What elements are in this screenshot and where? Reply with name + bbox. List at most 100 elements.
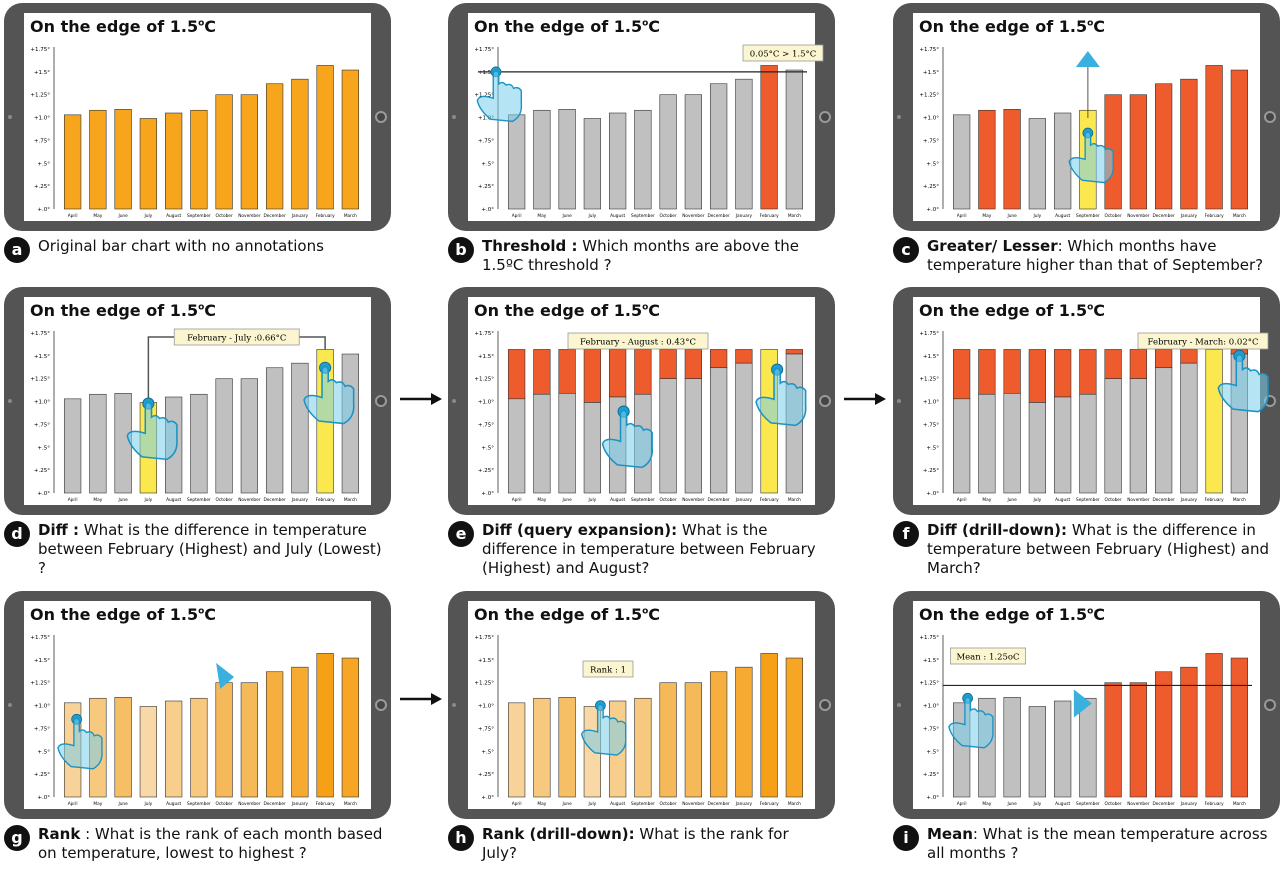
bar-january[interactable]: [291, 362, 309, 494]
bar-april[interactable]: [952, 398, 971, 494]
bar-august[interactable]: [1053, 112, 1072, 210]
bar-october[interactable]: [1104, 378, 1122, 494]
bar-november[interactable]: [1129, 378, 1148, 494]
bar-january[interactable]: [1180, 78, 1198, 210]
bar-july[interactable]: [583, 402, 602, 494]
bar-march[interactable]: [1230, 657, 1249, 798]
bar-february[interactable]: [760, 65, 778, 210]
bar-october[interactable]: [215, 378, 233, 494]
bar-june[interactable]: [1003, 393, 1021, 494]
bar-december[interactable]: [1154, 83, 1173, 210]
bar-april[interactable]: [507, 702, 526, 798]
bar-march[interactable]: [785, 657, 804, 798]
bar-february[interactable]: [1205, 653, 1223, 798]
bar-march[interactable]: [341, 657, 360, 798]
bar-december[interactable]: [709, 83, 728, 210]
bar-november[interactable]: [684, 682, 703, 798]
bar-october[interactable]: [659, 94, 677, 210]
bar-january[interactable]: [291, 666, 309, 798]
bar-may[interactable]: [978, 393, 996, 494]
bar-january[interactable]: [1180, 666, 1198, 798]
bar-september[interactable]: [1079, 697, 1097, 798]
y-tick-label: +1.75°: [474, 47, 494, 53]
bar-july[interactable]: [139, 706, 158, 798]
bar-february[interactable]: [1205, 65, 1223, 210]
bar-december[interactable]: [265, 367, 284, 494]
bar-july[interactable]: [1028, 706, 1047, 798]
bar-october[interactable]: [659, 682, 677, 798]
bar-march[interactable]: [785, 69, 804, 210]
mean-annotation: Mean : 1.25oC: [956, 653, 1019, 663]
bar-august[interactable]: [164, 700, 183, 798]
bar-april[interactable]: [63, 114, 82, 210]
bar-october[interactable]: [215, 682, 233, 798]
bar-november[interactable]: [1129, 682, 1148, 798]
bar-december[interactable]: [1154, 367, 1173, 494]
bar-june[interactable]: [1003, 697, 1021, 798]
bar-december[interactable]: [265, 671, 284, 798]
bar-july[interactable]: [1028, 118, 1047, 210]
bar-may[interactable]: [978, 109, 996, 210]
tablet-home-button: [1264, 699, 1276, 711]
caption-a: Original bar chart with no annotations: [38, 237, 383, 256]
bar-april[interactable]: [63, 398, 82, 494]
bar-august[interactable]: [608, 112, 627, 210]
bar-november[interactable]: [684, 94, 703, 210]
bar-june[interactable]: [558, 109, 576, 210]
bar-september[interactable]: [190, 393, 208, 494]
y-tick-label: +1.0°: [923, 704, 939, 710]
bar-february[interactable]: [1205, 349, 1223, 494]
bar-february[interactable]: [760, 653, 778, 798]
bar-november[interactable]: [1129, 94, 1148, 210]
x-tick-label: March: [344, 213, 357, 219]
bar-april[interactable]: [507, 114, 526, 210]
bar-july[interactable]: [1028, 402, 1047, 494]
bar-may[interactable]: [533, 697, 551, 798]
bar-september[interactable]: [634, 109, 652, 210]
caption-question: Which months are above the 1.5ºC thresho…: [482, 237, 799, 274]
bar-july[interactable]: [139, 118, 158, 210]
bar-january[interactable]: [735, 362, 753, 494]
bar-march[interactable]: [341, 69, 360, 210]
y-tick-label: +1.75°: [474, 635, 494, 641]
bar-may[interactable]: [533, 393, 551, 494]
bar-september[interactable]: [634, 697, 652, 798]
bar-december[interactable]: [709, 671, 728, 798]
bar-april[interactable]: [507, 398, 526, 494]
bar-march[interactable]: [1230, 69, 1249, 210]
bar-october[interactable]: [659, 378, 677, 494]
bar-december[interactable]: [265, 83, 284, 210]
bar-april[interactable]: [952, 114, 971, 210]
bar-august[interactable]: [1053, 700, 1072, 798]
bar-june[interactable]: [114, 393, 132, 494]
bar-september[interactable]: [1079, 393, 1097, 494]
bar-november[interactable]: [240, 94, 259, 210]
bar-january[interactable]: [1180, 362, 1198, 494]
bar-november[interactable]: [240, 682, 259, 798]
bar-may[interactable]: [89, 109, 107, 210]
bar-june[interactable]: [114, 109, 132, 210]
bar-november[interactable]: [240, 378, 259, 494]
bar-january[interactable]: [735, 78, 753, 210]
bar-may[interactable]: [89, 393, 107, 494]
bar-october[interactable]: [1104, 682, 1122, 798]
bar-may[interactable]: [533, 109, 551, 210]
bar-january[interactable]: [735, 666, 753, 798]
bar-december[interactable]: [1154, 671, 1173, 798]
tablet-panel-g: On the edge of 1.5oC +.0° +.25° +.5° +.75° +1…: [4, 591, 391, 819]
bar-february[interactable]: [316, 653, 334, 798]
bar-june[interactable]: [114, 697, 132, 798]
bar-june[interactable]: [558, 697, 576, 798]
bar-january[interactable]: [291, 78, 309, 210]
bar-august[interactable]: [1053, 396, 1072, 494]
bar-december[interactable]: [709, 367, 728, 494]
bar-september[interactable]: [190, 109, 208, 210]
bar-july[interactable]: [583, 118, 602, 210]
bar-june[interactable]: [1003, 109, 1021, 210]
bar-february[interactable]: [316, 65, 334, 210]
bar-october[interactable]: [215, 94, 233, 210]
bar-august[interactable]: [164, 112, 183, 210]
bar-june[interactable]: [558, 393, 576, 494]
bar-september[interactable]: [190, 697, 208, 798]
bar-november[interactable]: [684, 378, 703, 494]
